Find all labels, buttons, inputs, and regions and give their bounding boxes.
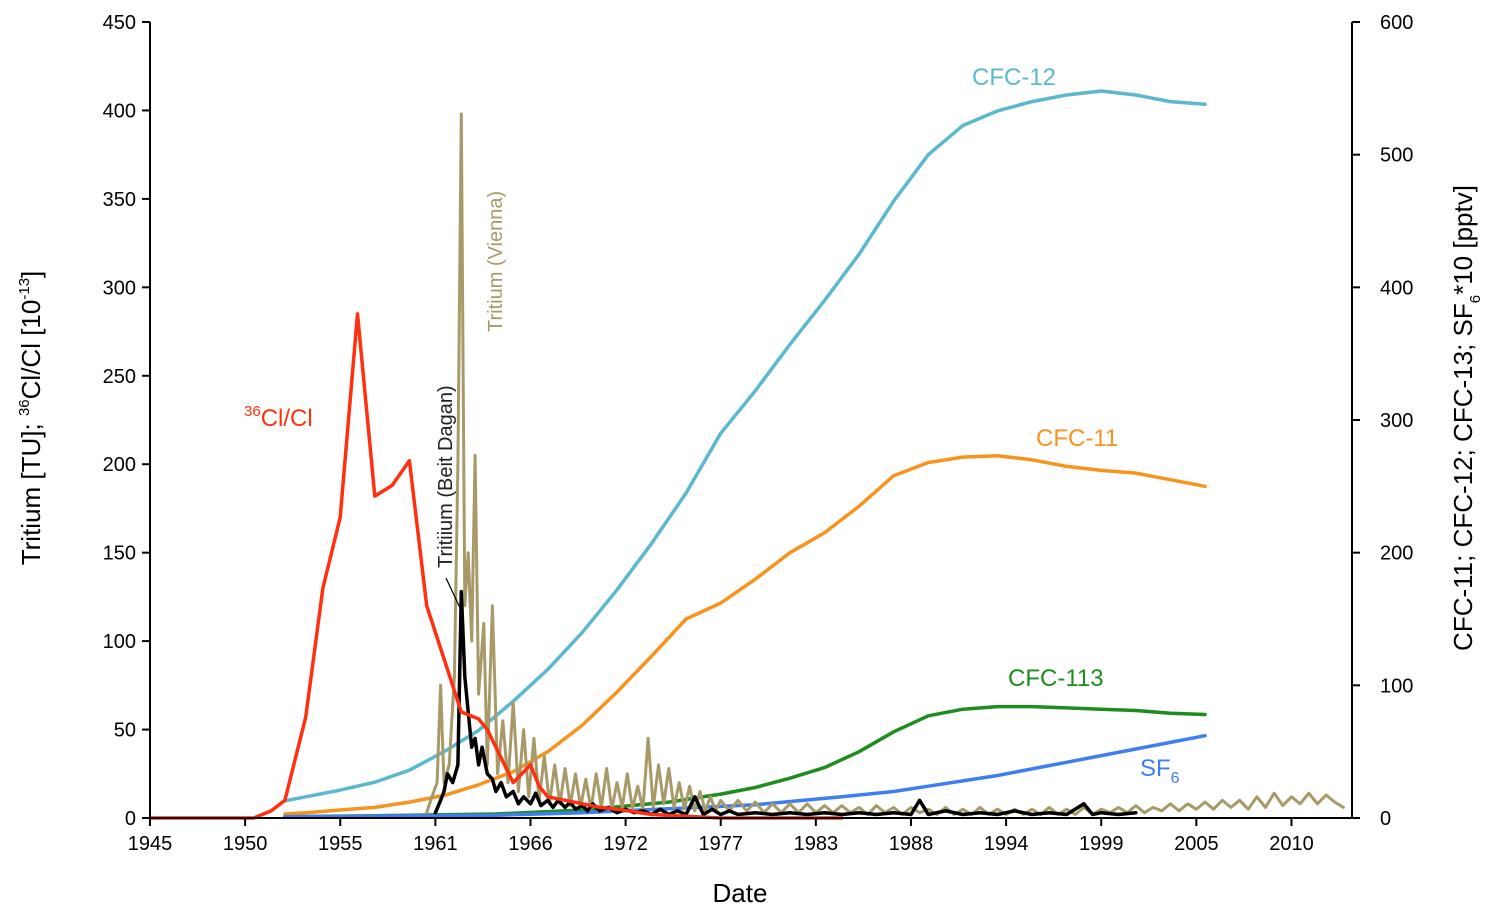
ticks-layer: 0 50 100 150 200 250 300 350 400 450 0 100 200 300 400… [103,12,1414,855]
x-tick-label: 1972 [603,833,648,855]
label-cl36: 36Cl/Cl [244,403,313,432]
left-y-tick-label: 200 [103,454,136,476]
series-layer [148,89,1345,820]
label-sf6: SF6 [1140,755,1180,787]
x-tick-label: 1950 [223,833,268,855]
label-cfc12: CFC-12 [972,64,1056,91]
series-line-tritium-vienna [425,112,1345,816]
left-y-axis-title: Tritium [TU]; 36Cl/Cl [10-13] [16,271,46,566]
x-tick-label: 1994 [984,833,1029,855]
right-y-tick-label: 500 [1380,145,1413,167]
right-y-tick-label: 600 [1380,12,1413,34]
right-y-axis-title: CFC-11; CFC-12; CFC-13; SF6*10 [pptv] [1448,185,1484,651]
x-tick-label: 1983 [794,833,839,855]
right-y-tick-label: 400 [1380,277,1413,299]
beit-dagan-leader-line [445,577,462,611]
left-y-tick-label: 300 [103,277,136,299]
series-line-sf6 [283,733,1207,819]
right-y-tick-label: 300 [1380,410,1413,432]
left-y-tick-label: 0 [125,808,136,830]
x-axis-title: Date [713,878,768,908]
left-y-tick-label: 50 [114,720,136,742]
x-tick-label: 1961 [413,833,458,855]
x-tick-label: 1988 [889,833,934,855]
x-tick-label: 1945 [128,833,173,855]
left-y-tick-label: 400 [103,100,136,122]
label-tritium-vienna: Tritium (Vienna) [485,191,507,332]
x-tick-label: 1955 [318,833,363,855]
x-tick-label: 1977 [698,833,743,855]
series-line-36cl-cl [148,312,844,820]
right-y-tick-label: 0 [1380,808,1391,830]
label-cfc113: CFC-113 [1008,665,1104,692]
label-cfc11: CFC-11 [1036,425,1118,452]
series-line-cfc-12 [283,89,1207,803]
right-y-tick-label: 200 [1380,543,1413,565]
label-tritium-beit-dagan: Tritiium (Beit Dagan) [435,385,457,568]
right-y-tick-label: 100 [1380,675,1413,697]
x-tick-label: 2005 [1174,833,1219,855]
left-y-tick-label: 450 [103,12,136,34]
series-line-cfc-11 [283,454,1207,816]
left-y-tick-label: 150 [103,543,136,565]
x-tick-label: 1966 [508,833,553,855]
left-y-tick-label: 250 [103,366,136,388]
left-y-tick-label: 350 [103,189,136,211]
x-tick-label: 1999 [1079,833,1124,855]
left-y-tick-label: 100 [103,631,136,653]
x-tick-label: 2010 [1269,833,1314,855]
